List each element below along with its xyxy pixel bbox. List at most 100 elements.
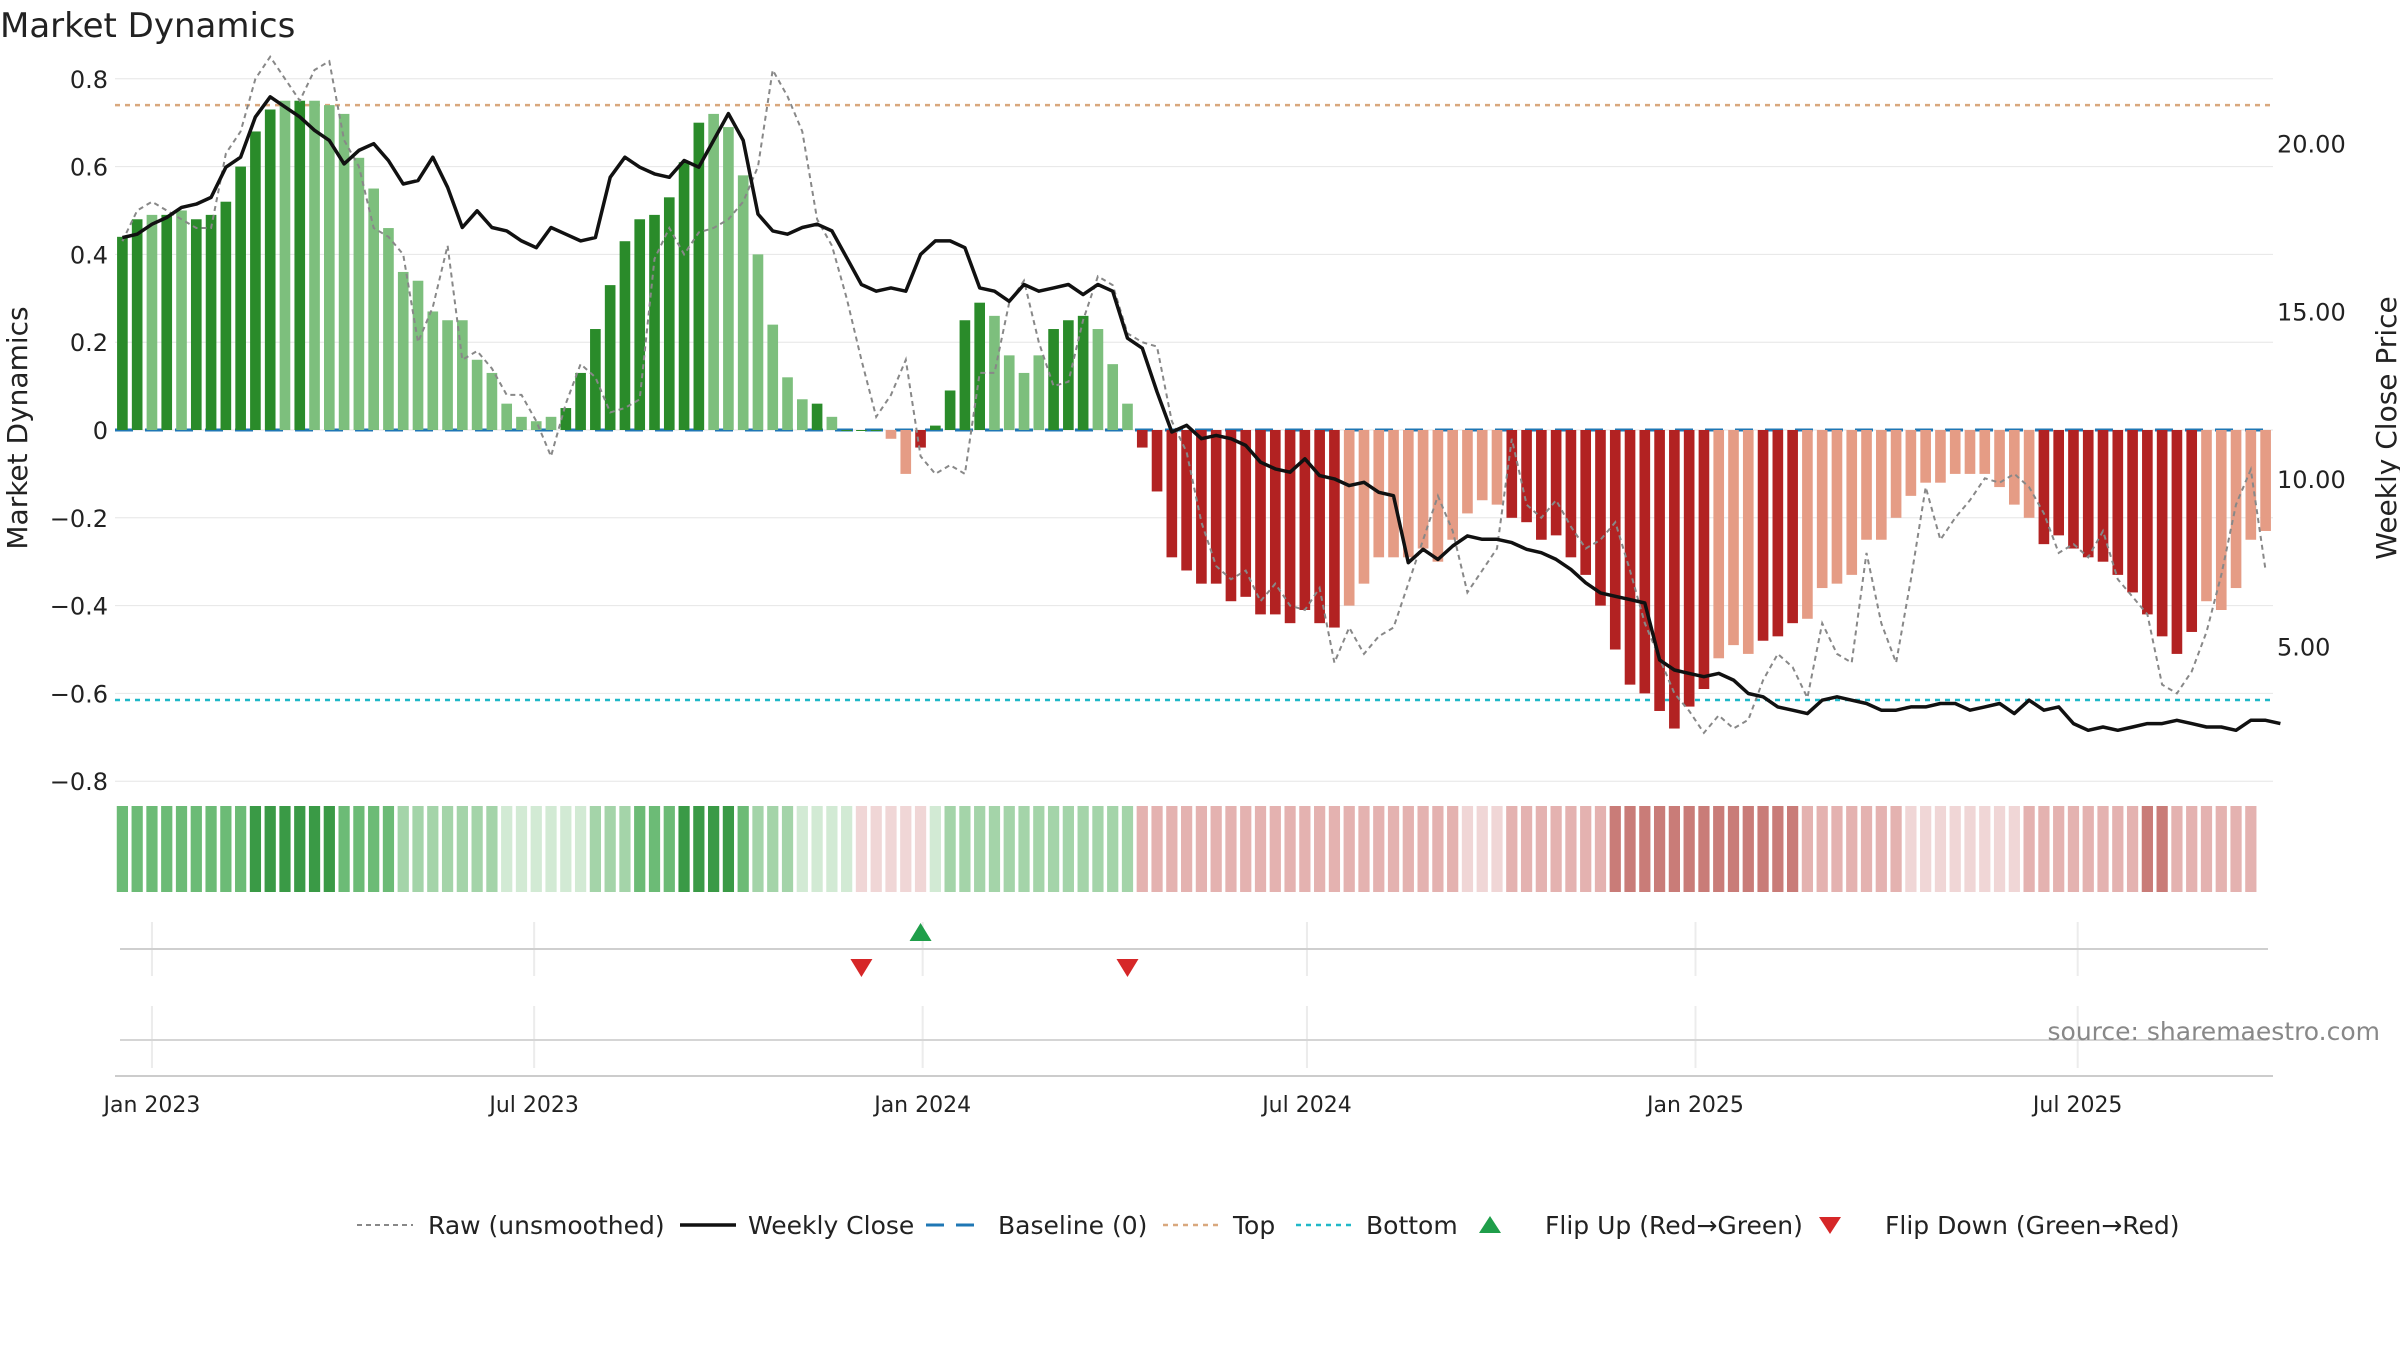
y-tick-label-left: −0.2 [50, 505, 108, 533]
strip-cell [412, 806, 424, 892]
dynamics-bar [930, 425, 941, 430]
strip-cell [1195, 806, 1208, 892]
dynamics-bar [1683, 430, 1695, 707]
dynamics-bar [752, 254, 764, 430]
strip-cell [560, 806, 572, 892]
strip-cell [1062, 806, 1074, 892]
dynamics-bar [575, 372, 586, 430]
strip-cell [1225, 806, 1237, 892]
strip-cell [1328, 806, 1341, 892]
legend-label: Flip Down (Green→Red) [1885, 1211, 2180, 1240]
strip-cell [737, 806, 749, 892]
dynamics-bar [634, 219, 646, 430]
dynamics-bar [2215, 430, 2227, 610]
dynamics-bar [442, 320, 453, 430]
x-tick-label: Jul 2025 [2031, 1093, 2123, 1118]
strip-cell [353, 806, 365, 892]
strip-cell [1816, 806, 1828, 892]
dynamics-bar [1210, 430, 1222, 584]
flip-panel [120, 922, 2268, 977]
strip-cell [1949, 806, 1961, 892]
y-tick-label-right: 5.00 [2277, 634, 2330, 662]
dynamics-bar [131, 219, 143, 430]
strip-cell [2053, 806, 2065, 892]
strip-cell [2112, 806, 2124, 892]
dynamics-bar [856, 430, 867, 431]
dynamics-bar [190, 219, 202, 430]
dynamics-bar [2142, 430, 2153, 615]
legend-flip-down-icon [1819, 1217, 1841, 1234]
dynamics-bar [1462, 430, 1473, 514]
strip-cell [2082, 806, 2094, 892]
strip-cell [619, 806, 631, 892]
x-tick-label: Jul 2024 [1260, 1093, 1352, 1118]
strip-cell [1831, 806, 1843, 892]
strip-cell [767, 806, 779, 892]
strip-cell [175, 806, 188, 892]
dynamics-bar [1846, 430, 1858, 575]
strip-cell [1624, 806, 1636, 892]
strip-cell [841, 806, 853, 892]
strip-cell [235, 806, 247, 892]
strip-cell [1417, 806, 1429, 892]
strip-cell [1668, 806, 1680, 892]
strip-cell [604, 806, 616, 892]
dynamics-bar [250, 131, 261, 430]
strip-cell [1180, 806, 1193, 892]
dynamics-bar [368, 188, 379, 430]
dynamics-bar [1669, 430, 1680, 729]
x-tick-label: Jan 2025 [1645, 1093, 1744, 1118]
dynamics-bar [1949, 430, 1961, 474]
strip-cell [1860, 806, 1873, 892]
dynamics-bar [1033, 355, 1045, 430]
y-axis-label-right: Weekly Close Price [2370, 296, 2400, 559]
strip-cell [1343, 806, 1355, 892]
strip-cell [220, 806, 232, 892]
strip-cell [515, 806, 528, 892]
strip-cell [1136, 806, 1148, 892]
bars [117, 100, 2271, 729]
dynamics-bar [2127, 430, 2138, 593]
strip-cell [2097, 806, 2109, 892]
dynamics-bar [1417, 430, 1429, 549]
dynamics-bar [1757, 430, 1769, 641]
bottom-panel [115, 1006, 2273, 1077]
dynamics-bar [1521, 430, 1532, 523]
strip-cell [1254, 806, 1267, 892]
y-tick-label-left: −0.8 [50, 768, 108, 796]
strip-cell [663, 806, 675, 892]
strip-cell [826, 806, 838, 892]
strip-cell [2230, 806, 2242, 892]
strip-cell [323, 806, 335, 892]
dynamics-bar [944, 390, 956, 430]
dynamics-bar [1476, 430, 1488, 501]
dynamics-bar [604, 285, 616, 430]
strip-cell [1166, 806, 1178, 892]
strip-cell [1713, 806, 1725, 892]
dynamics-bar [1935, 430, 1946, 483]
dynamics-bar [1536, 430, 1547, 540]
dynamics-bar [1979, 430, 1991, 474]
dynamics-bar [471, 359, 483, 430]
dynamics-bar [353, 157, 365, 430]
strip-cell [885, 806, 897, 892]
strip-cell [1698, 806, 1710, 892]
raw-line [121, 55, 2267, 735]
dynamics-bar [545, 416, 557, 430]
strip-cell [1240, 806, 1252, 892]
strip-cell [146, 806, 158, 892]
strip-cell [1047, 806, 1060, 892]
dynamics-bar [1358, 430, 1370, 584]
strip-cell [796, 806, 808, 892]
dynamics-bar [1920, 430, 1931, 483]
strip-cell [870, 806, 882, 892]
dynamics-bar [1905, 430, 1917, 496]
dynamics-bar [1595, 430, 1606, 606]
dynamics-bar [959, 320, 971, 430]
dynamics-bar [1107, 364, 1119, 430]
close-series [122, 95, 2281, 733]
dynamics-bar [530, 421, 542, 430]
strip-cell [1993, 806, 2006, 892]
dynamics-bar [516, 416, 527, 430]
